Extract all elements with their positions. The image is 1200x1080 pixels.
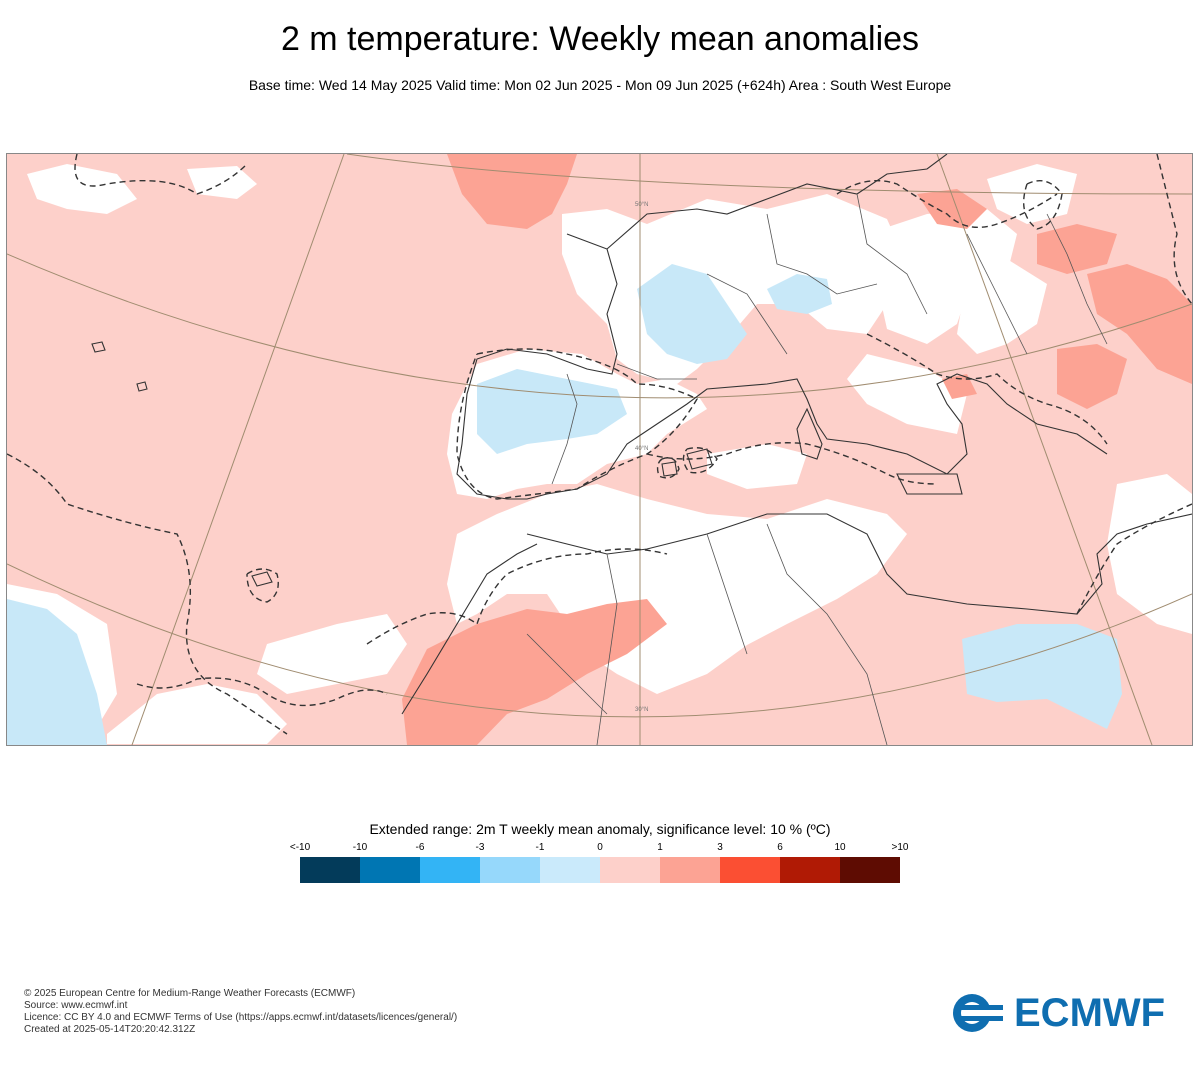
chart-subtitle: Base time: Wed 14 May 2025 Valid time: M… bbox=[248, 77, 952, 93]
latitude-labels: 50°N 40°N 30°N bbox=[635, 202, 648, 713]
legend-swatch bbox=[600, 857, 660, 883]
ecmwf-logo-text: ECMWF bbox=[1014, 990, 1166, 1035]
graticule bbox=[7, 154, 1192, 745]
legend-swatch bbox=[540, 857, 600, 883]
footer-copyright: © 2025 European Centre for Medium-Range … bbox=[24, 988, 356, 999]
footer-licence: Licence: CC BY 4.0 and ECMWF Terms of Us… bbox=[24, 1012, 458, 1023]
warm-anomaly-areas bbox=[402, 154, 1192, 745]
legend-tick-label: 6 bbox=[777, 842, 783, 853]
legend-tick-label: -6 bbox=[415, 842, 425, 853]
footer-credits: © 2025 European Centre for Medium-Range … bbox=[24, 988, 457, 1036]
footer-source: Source: www.ecmwf.int bbox=[24, 1000, 128, 1011]
lat-label-40n: 40°N bbox=[635, 446, 648, 452]
legend-swatch bbox=[840, 857, 900, 883]
lat-label-30n: 30°N bbox=[635, 707, 648, 713]
legend-tick-label: -3 bbox=[475, 842, 485, 853]
legend-tick-label: 1 bbox=[657, 842, 663, 853]
legend-tick-label: >10 bbox=[891, 842, 909, 853]
legend-swatch bbox=[780, 857, 840, 883]
legend-tick-label: 10 bbox=[834, 842, 846, 853]
legend-tick-label: 3 bbox=[717, 842, 723, 853]
footer-created: Created at 2025-05-14T20:20:42.312Z bbox=[24, 1024, 196, 1035]
legend-tick-label: 0 bbox=[597, 842, 603, 853]
legend-tick-label: <-10 bbox=[289, 842, 311, 853]
lat-label-50n: 50°N bbox=[635, 202, 648, 208]
legend-swatch bbox=[360, 857, 420, 883]
legend-swatch bbox=[480, 857, 540, 883]
ecmwf-logo: ECMWF bbox=[952, 990, 1165, 1036]
legend-swatch bbox=[720, 857, 780, 883]
legend-swatch bbox=[420, 857, 480, 883]
map-svg: 50°N 40°N 30°N bbox=[7, 154, 1192, 745]
country-borders bbox=[526, 193, 1108, 745]
legend-swatch bbox=[300, 857, 360, 883]
legend-colorbar bbox=[300, 857, 900, 883]
ecmwf-logo-icon bbox=[953, 994, 1008, 1032]
legend-swatch bbox=[660, 857, 720, 883]
legend-title: Extended range: 2m T weekly mean anomaly… bbox=[369, 821, 831, 837]
cool-anomaly-areas bbox=[7, 264, 1122, 745]
significance-contours bbox=[7, 154, 1192, 735]
legend-tick-label: -10 bbox=[352, 842, 368, 853]
legend-tick-label: -1 bbox=[535, 842, 545, 853]
anomaly-map: 50°N 40°N 30°N bbox=[6, 153, 1193, 746]
legend-tick-labels: <-10 -10 -6 -3 -1 0 1 3 6 10 >10 bbox=[290, 842, 909, 856]
chart-title: 2 m temperature: Weekly mean anomalies bbox=[280, 20, 920, 58]
